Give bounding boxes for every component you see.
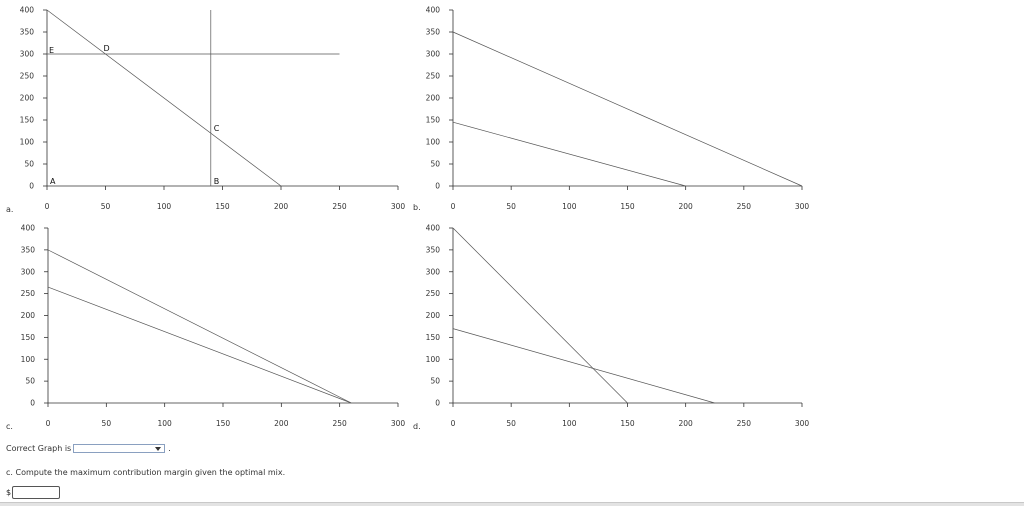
y-tick-label: 100 xyxy=(426,138,441,147)
y-tick-label: 50 xyxy=(430,160,440,169)
y-tick-label: 0 xyxy=(30,399,35,408)
y-tick-label: 350 xyxy=(426,28,441,37)
y-tick-label: 300 xyxy=(426,50,441,59)
y-tick-label: 50 xyxy=(24,160,34,169)
chevron-down-icon xyxy=(155,447,162,451)
y-tick-label: 200 xyxy=(426,94,441,103)
x-tick-label: 150 xyxy=(216,419,231,428)
series-line xyxy=(452,227,628,404)
y-tick-label: 100 xyxy=(426,355,441,364)
y-tick-label: 150 xyxy=(20,116,35,125)
y-tick-label: 300 xyxy=(426,267,441,276)
point-label: C xyxy=(214,124,220,133)
x-tick-label: 300 xyxy=(795,419,810,428)
x-tick-label: 100 xyxy=(158,419,173,428)
y-tick-label: 400 xyxy=(20,6,35,15)
panel-label-a: a. xyxy=(6,205,14,214)
x-tick-label: 150 xyxy=(620,202,635,211)
y-tick-label: 350 xyxy=(426,245,441,254)
y-tick-label: 400 xyxy=(426,6,441,15)
correct-graph-period: . xyxy=(168,444,171,453)
x-tick-label: 200 xyxy=(274,419,289,428)
y-tick-label: 150 xyxy=(426,116,441,125)
x-tick-label: 200 xyxy=(679,419,694,428)
x-tick-label: 150 xyxy=(215,202,230,211)
y-tick-label: 100 xyxy=(20,138,35,147)
series-line xyxy=(46,9,282,187)
x-tick-label: 250 xyxy=(737,419,752,428)
correct-graph-label: Correct Graph is xyxy=(6,444,72,453)
point-label: E xyxy=(49,46,54,55)
y-tick-label: 0 xyxy=(29,182,34,191)
contribution-margin-prompt: c. Compute the maximum contribution marg… xyxy=(6,468,286,477)
y-tick-label: 250 xyxy=(426,289,441,298)
x-tick-label: 100 xyxy=(562,419,577,428)
point-label: D xyxy=(104,44,110,53)
x-tick-label: 50 xyxy=(101,202,111,211)
series-line xyxy=(452,31,803,187)
x-tick-label: 300 xyxy=(391,419,406,428)
point-label: A xyxy=(50,177,56,186)
y-tick-label: 50 xyxy=(430,377,440,386)
x-tick-label: 100 xyxy=(562,202,577,211)
y-tick-label: 200 xyxy=(21,311,36,320)
y-tick-label: 300 xyxy=(21,267,36,276)
y-tick-label: 250 xyxy=(21,289,36,298)
y-tick-label: 150 xyxy=(21,333,36,342)
y-tick-label: 200 xyxy=(20,94,35,103)
footer-divider xyxy=(0,502,1024,506)
x-tick-label: 50 xyxy=(102,419,112,428)
y-tick-label: 0 xyxy=(435,399,440,408)
x-tick-label: 300 xyxy=(391,202,406,211)
y-tick-label: 250 xyxy=(426,72,441,81)
panel-label-b: b. xyxy=(413,203,421,212)
x-tick-label: 0 xyxy=(451,419,456,428)
chart-d: 0 50 100 150 200 250 300 0 50 100 150 200 250 300 350 4… xyxy=(426,224,810,429)
chart-b: 0 50 100 150 200 250 300 0 50 100 150 200 250 300 350 4… xyxy=(426,6,810,212)
y-tick-label: 100 xyxy=(21,355,36,364)
y-tick-label: 400 xyxy=(426,224,441,233)
correct-graph-row: Correct Graph is . xyxy=(6,444,171,453)
panel-label-c: c. xyxy=(6,422,13,431)
panel-label-d: d. xyxy=(413,422,421,431)
chart-a: 0 50 100 150 200 250 300 0 50 100 150 200 250 300 350 4… xyxy=(20,6,406,212)
x-tick-label: 50 xyxy=(506,419,516,428)
x-tick-label: 200 xyxy=(274,202,289,211)
x-tick-label: 200 xyxy=(679,202,694,211)
y-tick-label: 0 xyxy=(435,182,440,191)
point-label: B xyxy=(214,177,220,186)
y-tick-label: 350 xyxy=(20,28,35,37)
y-tick-label: 400 xyxy=(21,224,36,233)
x-tick-label: 250 xyxy=(737,202,752,211)
y-tick-label: 200 xyxy=(426,311,441,320)
x-tick-label: 300 xyxy=(795,202,810,211)
series-line xyxy=(47,286,352,404)
x-tick-label: 250 xyxy=(333,419,348,428)
x-tick-label: 0 xyxy=(45,202,50,211)
chart-c: 0 50 100 150 200 250 300 0 50 100 150 200 250 300 350 4… xyxy=(21,224,406,429)
series-line xyxy=(452,328,715,404)
answer-row: $ xyxy=(6,486,61,499)
y-tick-label: 350 xyxy=(21,245,36,254)
currency-symbol: $ xyxy=(6,488,12,497)
x-tick-label: 150 xyxy=(620,419,635,428)
contribution-margin-input[interactable] xyxy=(12,486,61,499)
y-tick-label: 300 xyxy=(20,50,35,59)
x-tick-label: 100 xyxy=(157,202,172,211)
x-tick-label: 0 xyxy=(46,419,51,428)
series-line xyxy=(47,249,352,404)
y-tick-label: 250 xyxy=(20,72,35,81)
series-line xyxy=(452,121,686,187)
correct-graph-select[interactable] xyxy=(73,444,166,453)
x-tick-label: 250 xyxy=(332,202,347,211)
x-tick-label: 50 xyxy=(506,202,516,211)
y-tick-label: 150 xyxy=(426,333,441,342)
x-tick-label: 0 xyxy=(451,202,456,211)
y-tick-label: 50 xyxy=(25,377,35,386)
